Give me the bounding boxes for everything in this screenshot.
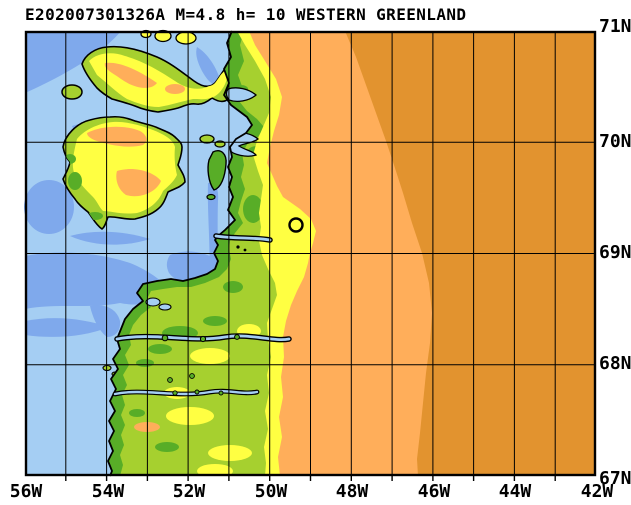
fjord-system-south-2: [112, 373, 260, 397]
x-axis-label-50w: 50W: [254, 481, 288, 502]
y-axis-label-69n: 69N: [599, 242, 631, 263]
x-axis-label-46w: 46W: [417, 481, 451, 502]
jakobshavn-isfjord: [213, 233, 273, 252]
nuussuaq-peninsula: [81, 45, 242, 113]
x-axis-label-54w: 54W: [91, 481, 125, 502]
map-title: E202007301326A M=4.8 h= 10 WESTERN GREEN…: [25, 5, 467, 24]
y-axis-label-71n: 71N: [599, 16, 631, 37]
x-axis-label-44w: 44W: [498, 481, 532, 502]
ocean-deep-patches: [24, 31, 221, 337]
epicenter-marker: [288, 217, 304, 233]
y-axis-label-67n: 67N: [599, 468, 631, 489]
map-canvas: [24, 29, 597, 481]
x-axis-label-48w: 48W: [335, 481, 369, 502]
x-axis-label-56w: 56W: [9, 481, 43, 502]
x-axis-label-52w: 52W: [172, 481, 206, 502]
y-axis-label-70n: 70N: [599, 131, 631, 152]
map-frame: [24, 30, 597, 477]
y-axis-label-68n: 68N: [599, 353, 631, 374]
grid-lines: [25, 31, 596, 476]
x-axis-label-42w: 42W: [580, 481, 614, 502]
disko-island: [62, 115, 186, 230]
